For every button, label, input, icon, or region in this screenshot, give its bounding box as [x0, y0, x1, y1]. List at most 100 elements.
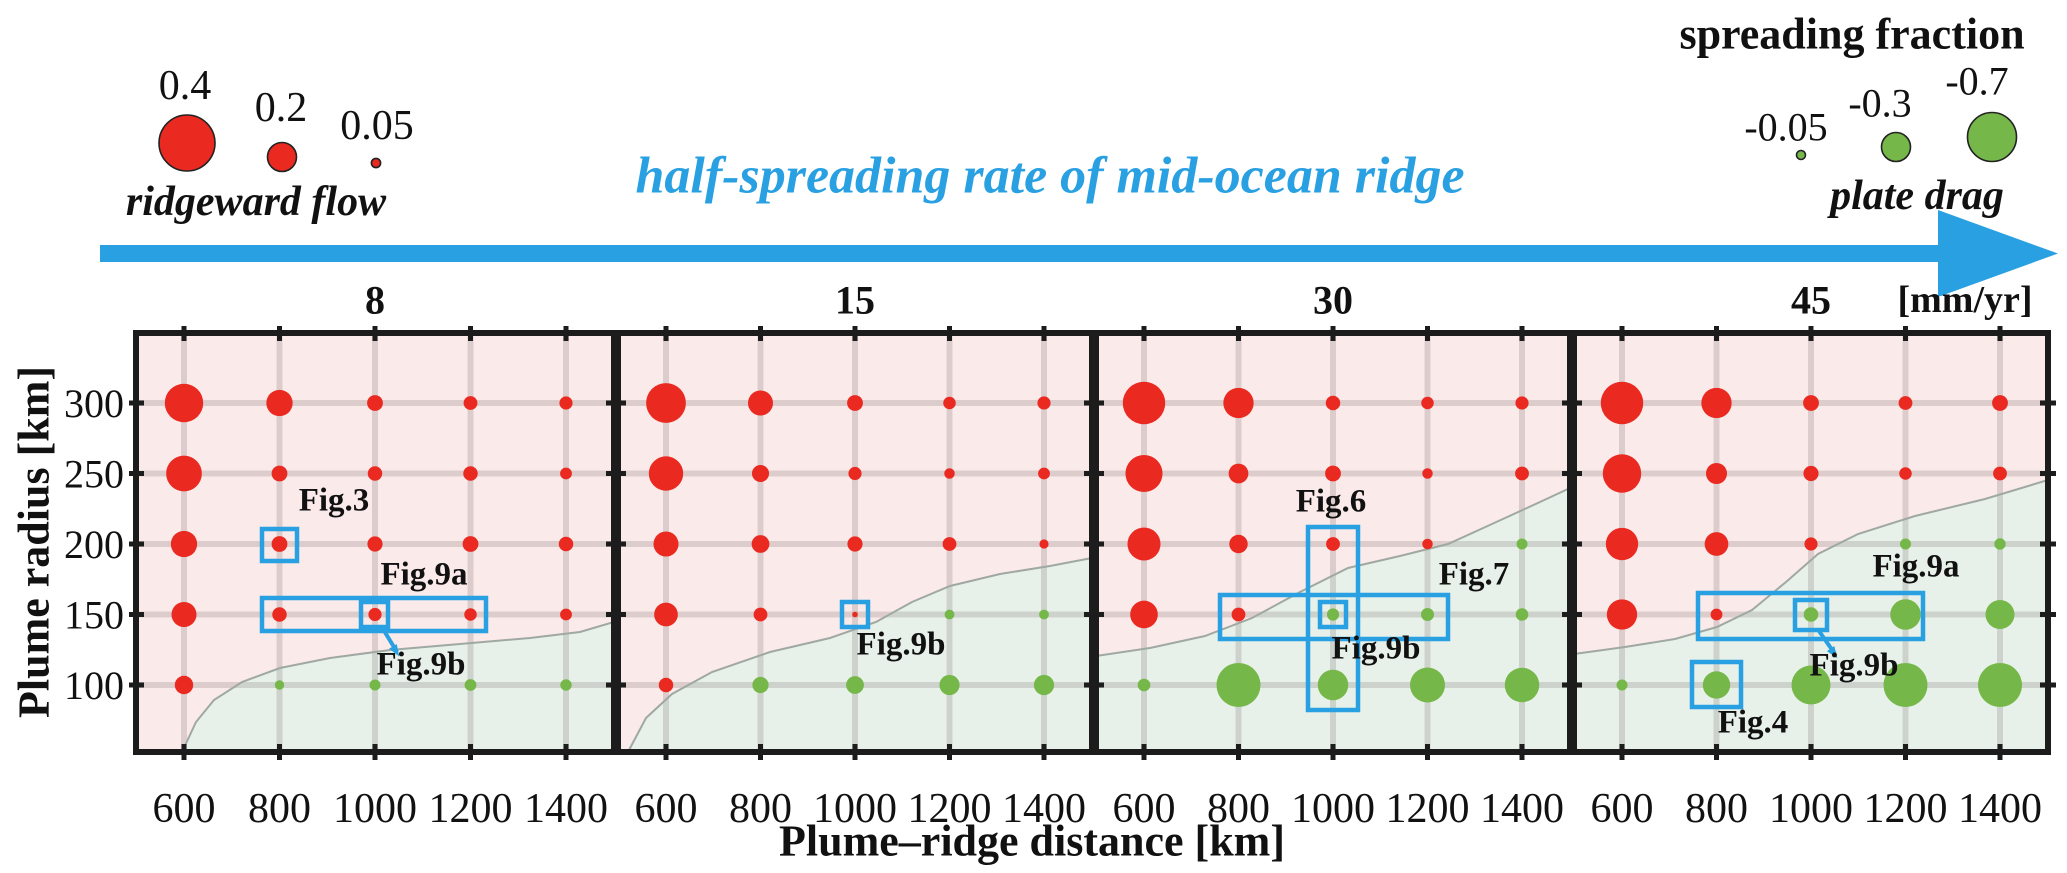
- tick-mark-bottom: [1236, 744, 1241, 760]
- y-tick-label: 150: [64, 593, 124, 638]
- regime-boundary-curve: [1096, 487, 1570, 657]
- tick-mark-top: [1903, 326, 1908, 341]
- tick-mark-right: [2040, 400, 2056, 406]
- bubble-800-300: [1701, 387, 1732, 419]
- tick-mark-left: [1089, 471, 1104, 476]
- bubble-600-150: [654, 602, 678, 627]
- tick-mark-bottom: [1519, 744, 1525, 760]
- tick-mark-bottom: [1714, 744, 1719, 760]
- red-legend-title: ridgeward flow: [125, 179, 387, 225]
- bubble-1400-200: [558, 536, 574, 552]
- bubble-1200-300: [1898, 396, 1913, 410]
- bubble-800-250: [1228, 463, 1249, 484]
- x-axis-title: Plume–ridge distance [km]: [779, 816, 1285, 866]
- bubble-1200-250: [1422, 468, 1433, 479]
- bubble-1200-200: [1422, 538, 1433, 550]
- tick-mark-bottom: [758, 744, 763, 760]
- bubble-600-200: [653, 531, 679, 557]
- bubble-1400-150: [1985, 600, 2015, 629]
- bubble-1200-250: [944, 468, 955, 479]
- tick-mark-left: [1089, 612, 1104, 617]
- bubble-1200-200: [942, 537, 957, 551]
- red-legend-circle: [158, 114, 216, 172]
- annotation-arrow-fig9b: [1817, 629, 1838, 659]
- bubble-600-150: [1606, 599, 1638, 630]
- tick-mark-bottom: [372, 744, 378, 760]
- bubble-800-200: [751, 535, 770, 553]
- bubble-1000-100: [1791, 665, 1831, 705]
- annotation-box-fig9b: [1792, 597, 1830, 633]
- tick-mark-top: [1041, 326, 1047, 341]
- bubble-1400-100: [560, 679, 572, 691]
- tick-mark-bottom: [852, 744, 858, 760]
- bubble-1000-100: [1317, 669, 1349, 701]
- bubble-600-300: [1122, 381, 1166, 425]
- panel-45mmyr: Fig.9a Fig.9b Fig.4 600 800 1000 1200 1400: [1567, 326, 2056, 832]
- tick-mark-bottom: [947, 744, 952, 760]
- annotation-box-fig9a: [259, 595, 489, 634]
- bubble-1400-150: [1515, 608, 1529, 621]
- annotation-label-fig6: Fig.6: [1296, 484, 1367, 520]
- tick-mark-top: [663, 326, 669, 341]
- bubble-800-250: [751, 464, 770, 483]
- bubble-600-300: [164, 383, 204, 423]
- green-legend-value-005: -0.05: [1744, 104, 1828, 150]
- annotation-box-fig9b: [358, 599, 391, 630]
- x-tick-label: 800: [1207, 786, 1270, 832]
- y-tick-label: 250: [64, 452, 124, 497]
- regime-boundary-curve: [627, 557, 1092, 752]
- rate-unit-label: [mm/yr]: [1897, 279, 2033, 321]
- rate-label-15: 15: [835, 277, 875, 323]
- bubble-800-200: [1704, 532, 1729, 556]
- tick-mark-left: [1567, 541, 1582, 547]
- bubble-800-150: [1231, 607, 1246, 622]
- annotation-label-fig9b: Fig.9b: [857, 627, 946, 663]
- tick-mark-left: [611, 471, 626, 476]
- tick-mark-left: [1567, 612, 1582, 617]
- bubble-800-300: [266, 389, 293, 417]
- tick-mark-left: [129, 471, 144, 476]
- rate-label-8: 8: [365, 277, 385, 323]
- bubble-1400-250: [1515, 466, 1529, 481]
- bubble-600-200: [170, 530, 198, 558]
- spreading-rate-title: half-spreading rate of mid-ocean ridge: [635, 147, 1465, 205]
- red-legend-value-04: 0.4: [158, 63, 212, 109]
- panel-15mmyr: Fig.9b 600 800 1000 1200 1400: [611, 326, 1100, 832]
- tick-mark-bottom: [468, 744, 473, 760]
- bubble-1000-250: [848, 466, 862, 481]
- bubble-800-200: [271, 536, 288, 552]
- panel-30mmyr: Fig.6 Fig.7 Fig.9b 600 800 1000 1200 1400: [1089, 326, 1578, 832]
- tick-mark-left: [129, 682, 144, 688]
- x-tick-label: 1200: [908, 786, 992, 832]
- x-tick-label: 1400: [524, 786, 608, 832]
- bubble-1200-150: [944, 609, 955, 620]
- x-tick-label: 1000: [1291, 786, 1375, 832]
- bubble-1000-150: [1803, 607, 1819, 622]
- annotation-box-fig9b: [839, 599, 871, 630]
- bubble-1200-200: [1900, 538, 1911, 550]
- annotation-box-fig9a: [1695, 590, 1926, 642]
- tick-mark-right: [2040, 612, 2056, 617]
- x-tick-label: 800: [248, 786, 311, 832]
- annotation-arrow-fig9b: [381, 627, 400, 657]
- annotation-box-fig4: [1689, 659, 1744, 710]
- x-tick-label: 600: [153, 786, 216, 832]
- x-tick-label: 600: [635, 786, 698, 832]
- bubble-800-100: [752, 676, 769, 694]
- bubble-1200-250: [463, 466, 478, 481]
- bubble-1200-100: [464, 679, 477, 691]
- tick-mark-left: [611, 400, 626, 406]
- x-tick-label: 800: [1685, 786, 1748, 832]
- bubble-600-250: [648, 456, 684, 491]
- bubble-1400-300: [1992, 395, 2008, 411]
- bubble-1000-100: [846, 676, 864, 694]
- green-legend-circle: [1880, 131, 1912, 163]
- spreading-rate-arrow-head: [1938, 210, 2058, 297]
- tick-mark-bottom: [1808, 744, 1814, 760]
- annotation-label-fig9b: Fig.9b: [1332, 631, 1421, 667]
- regime-boundary-curve: [1574, 479, 2048, 655]
- red-legend-value-005: 0.05: [340, 103, 414, 149]
- tick-mark-top: [468, 326, 473, 341]
- annotation-box-fig3: [259, 526, 300, 564]
- tick-mark-top: [277, 326, 282, 341]
